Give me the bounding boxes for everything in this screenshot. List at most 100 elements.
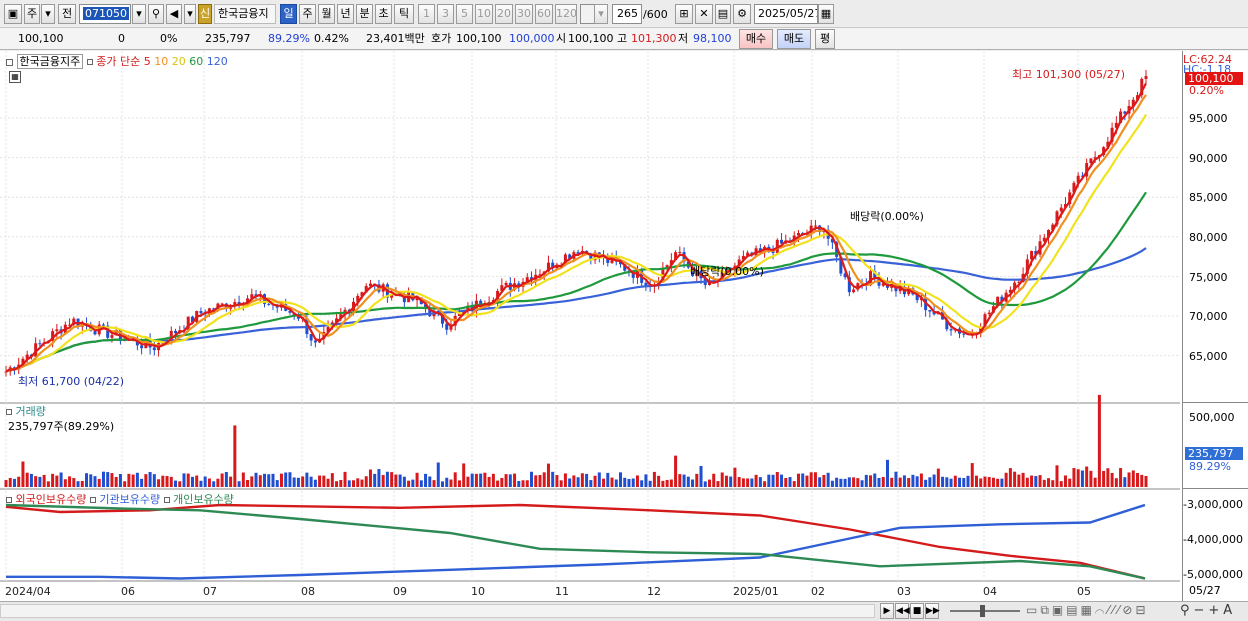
forward-icon[interactable]: ▶▶	[925, 603, 940, 619]
stock-code-input[interactable]: 071050	[79, 4, 131, 24]
count-input[interactable]: 265	[612, 4, 642, 24]
tab-week[interactable]: 주	[299, 4, 316, 24]
volume-bar	[17, 476, 21, 487]
volume-bar	[678, 474, 682, 487]
tab-second[interactable]: 초	[375, 4, 392, 24]
tab-tick[interactable]: 틱	[394, 4, 414, 24]
speaker-dropdown-icon[interactable]: ▾	[184, 4, 196, 24]
tab-month[interactable]: 월	[318, 4, 335, 24]
buy-button[interactable]: 매수	[739, 29, 773, 49]
stop-icon[interactable]: ■	[910, 603, 924, 619]
volume-bar	[805, 475, 809, 487]
market-select[interactable]: 주	[24, 4, 40, 24]
volume-bar	[1042, 479, 1046, 487]
tab-day[interactable]: 일	[280, 4, 297, 24]
tab-year[interactable]: 년	[337, 4, 354, 24]
candle-body	[945, 319, 949, 330]
sell-button[interactable]: 매도	[777, 29, 811, 49]
volume-bar	[106, 472, 110, 487]
chart-tools-icon[interactable]: ⊞	[675, 4, 693, 24]
speaker-icon[interactable]: ◀	[166, 4, 182, 24]
candle-body	[813, 225, 817, 227]
volume-bar	[580, 473, 584, 487]
volume-bar	[424, 473, 428, 487]
interval-30[interactable]: 30	[515, 4, 533, 24]
search-icon[interactable]: ⚲	[148, 4, 164, 24]
stock-name-label[interactable]: 한국금융지주	[16, 54, 84, 69]
volume-bar	[178, 481, 182, 487]
interval-20[interactable]: 20	[495, 4, 513, 24]
volume-bar	[771, 474, 775, 487]
volume-bar	[267, 474, 271, 487]
candle-body	[1013, 282, 1017, 290]
candle-body	[326, 327, 330, 333]
candle-body	[1114, 122, 1118, 128]
volume-bar	[563, 473, 567, 487]
candle-body	[517, 283, 521, 287]
chart-canvas[interactable]: 2024/04 06 07 08 09 10 11 12 2025/01 02 03 04 05	[0, 51, 1248, 601]
interval-5[interactable]: 5	[456, 4, 473, 24]
chevron-down-icon[interactable]: ▾	[41, 4, 55, 24]
volume-bar	[330, 473, 334, 487]
zoom-slider[interactable]	[950, 610, 1020, 612]
save-icon[interactable]: ▤	[715, 4, 731, 24]
volume-bar	[479, 473, 483, 487]
prev-button[interactable]: 전	[58, 4, 76, 24]
interval-3[interactable]: 3	[437, 4, 454, 24]
eval-button[interactable]: 평	[815, 29, 835, 49]
candle-body	[1008, 289, 1012, 293]
chart-type-icons[interactable]: ▭⧉▣▤▦⌒⁄⁄⁄⊘⊟	[1026, 603, 1149, 617]
volume-bar	[712, 473, 716, 487]
volume-bar	[1008, 468, 1012, 487]
x-last-label: 05/27	[1189, 584, 1221, 597]
price-legend: 한국금융지주 종가 단순 5 10 20 60 120	[6, 53, 228, 69]
volume-bar	[343, 471, 347, 487]
volume-bar	[585, 473, 589, 487]
volume-bar	[627, 478, 631, 487]
rewind-icon[interactable]: ◀◀	[895, 603, 910, 619]
low-annotation: 최저 61,700 (04/22)	[18, 375, 125, 388]
zoom-slider-handle[interactable]	[980, 605, 985, 617]
holding-y-tick: -3,000,000	[1183, 498, 1243, 511]
chart-scrollbar[interactable]	[0, 604, 875, 618]
volume-bar	[1080, 470, 1084, 487]
scroll-right-icon[interactable]: ▶	[880, 603, 894, 619]
draw-tools-icon[interactable]: ✕	[695, 4, 713, 24]
date-input[interactable]: 2025/05/27	[754, 4, 818, 24]
volume-bar	[648, 480, 652, 487]
interval-1[interactable]: 1	[418, 4, 435, 24]
volume-bar	[983, 476, 987, 487]
code-dropdown-icon[interactable]: ▾	[132, 4, 146, 24]
volume-bar	[394, 474, 398, 487]
interval-dropdown-icon[interactable]: ▾	[594, 4, 608, 24]
moving-average-line	[5, 82, 1147, 373]
volume-bar	[758, 477, 762, 487]
holding-legend: 외국인보유수량 기관보유수량 개인보유수량	[6, 491, 234, 507]
candle-body	[758, 248, 762, 252]
volume-bar	[741, 478, 745, 487]
calendar-icon[interactable]: ▦	[818, 4, 834, 24]
candle-body	[174, 330, 178, 334]
legend-box-icon[interactable]	[6, 58, 13, 66]
candle-body	[38, 343, 42, 345]
window-icon[interactable]: ▣	[4, 4, 22, 24]
volume-bar	[631, 478, 635, 487]
chart-area[interactable]: 2024/04 06 07 08 09 10 11 12 2025/01 02 03 04 05 한국금…	[0, 51, 1248, 601]
gear-icon[interactable]: ⚙	[733, 4, 751, 24]
volume-bar	[63, 479, 67, 487]
volume-bar	[339, 479, 343, 487]
legend-box-icon	[86, 59, 93, 65]
interval-120[interactable]: 120	[555, 4, 577, 24]
volume-bar	[898, 477, 902, 487]
volume-bar	[140, 478, 144, 487]
calculator-icon[interactable]: ▦	[9, 71, 21, 83]
volume-bar	[555, 475, 559, 487]
tab-minute[interactable]: 분	[356, 4, 373, 24]
interval-60[interactable]: 60	[535, 4, 553, 24]
institution-holding-label: 기관보유수량	[99, 493, 161, 506]
volume-bar	[305, 472, 309, 487]
interval-10[interactable]: 10	[475, 4, 493, 24]
volume-bar	[296, 477, 300, 487]
zoom-controls-icons[interactable]: ⚲−+A	[1180, 603, 1237, 618]
y-tick: 70,000	[1189, 310, 1228, 323]
